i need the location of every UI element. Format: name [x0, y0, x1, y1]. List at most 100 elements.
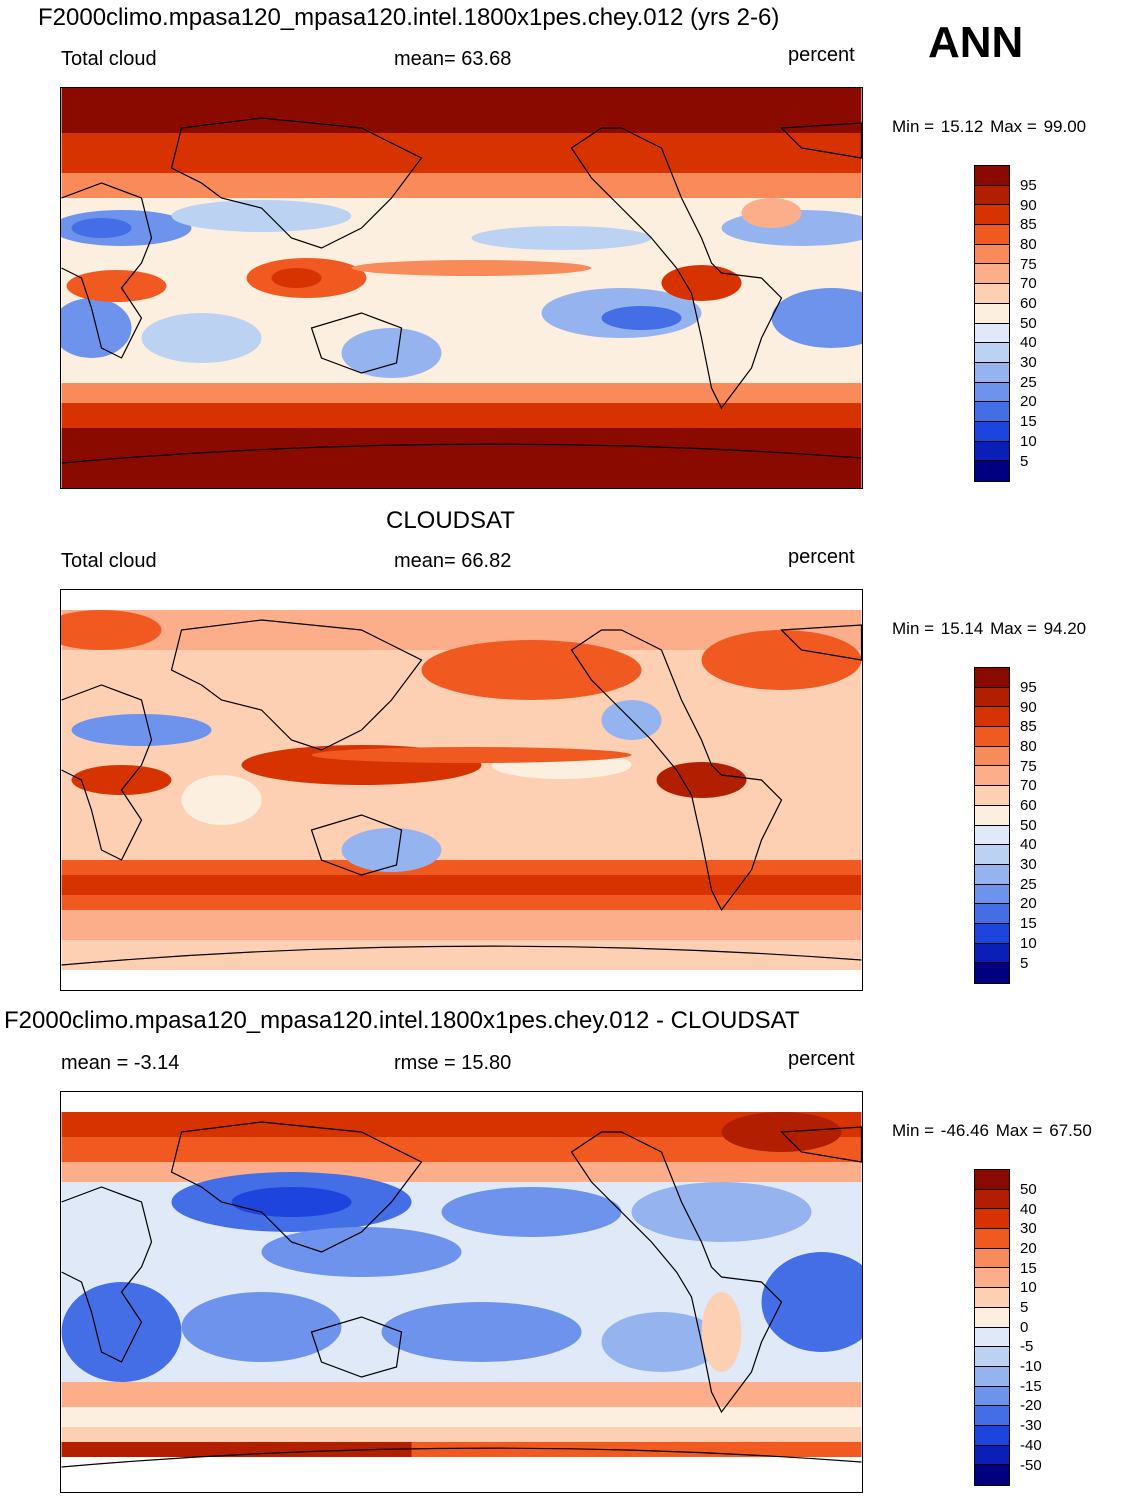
panel1-minmax: Min = 15.12 Max = 99.00 — [892, 117, 1088, 137]
colorbar-swatch — [975, 244, 1009, 265]
panel3-left-label: mean = -3.14 — [61, 1052, 180, 1074]
colorbar-swatch — [975, 687, 1009, 708]
panel3-colorbar-label: 10 — [1020, 1279, 1037, 1296]
panel2-colorbar-label: 90 — [1020, 699, 1037, 716]
panel2-units-label: percent — [788, 546, 855, 568]
panel1-colorbar-label: 50 — [1020, 315, 1037, 332]
colorbar-swatch — [975, 1386, 1009, 1407]
panel1-colorbar-label: 20 — [1020, 393, 1037, 410]
panel2-colorbar-label: 10 — [1020, 935, 1037, 952]
panel2-colorbar-label: 80 — [1020, 738, 1037, 755]
panel3-colorbar-label: 15 — [1020, 1260, 1037, 1277]
colorbar-swatch — [975, 1425, 1009, 1446]
colorbar-swatch — [975, 343, 1009, 363]
panel3-max-label: Max = — [995, 1121, 1043, 1140]
panel3-colorbar-label: 30 — [1020, 1220, 1037, 1237]
panel3-colorbar-label: -50 — [1020, 1457, 1042, 1474]
colorbar-swatch — [975, 264, 1009, 285]
panel1-colorbar-label: 60 — [1020, 295, 1037, 312]
panel3-min-label: Min = — [892, 1121, 935, 1140]
colorbar-swatch — [975, 1268, 1009, 1289]
colorbar-swatch — [975, 1366, 1009, 1387]
panel3-map — [60, 1091, 863, 1493]
panel1-colorbar-label: 10 — [1020, 433, 1037, 450]
panel2-colorbar-label: 95 — [1020, 679, 1037, 696]
panel1-min-label: Min = — [892, 117, 935, 136]
colorbar-swatch — [975, 1327, 1009, 1348]
panel1-map — [60, 87, 863, 489]
panel3-colorbar-label: -5 — [1020, 1338, 1034, 1355]
colorbar-swatch — [975, 1307, 1009, 1328]
colorbar-swatch — [975, 668, 1009, 688]
panel1-colorbar-label: 95 — [1020, 177, 1037, 194]
panel2-min-label: Min = — [892, 619, 935, 638]
panel2-colorbar-label: 75 — [1020, 758, 1037, 775]
panel2-min-value: 15.14 — [940, 619, 984, 638]
colorbar-swatch — [975, 284, 1009, 304]
panel2-colorbar-label: 70 — [1020, 777, 1037, 794]
colorbar-swatch — [975, 1347, 1009, 1367]
colorbar-swatch — [975, 205, 1009, 226]
colorbar-swatch — [975, 707, 1009, 728]
colorbar-swatch — [975, 1406, 1009, 1426]
colorbar-swatch — [975, 943, 1009, 964]
colorbar-swatch — [975, 1445, 1009, 1466]
colorbar-swatch — [975, 1288, 1009, 1308]
panel3-colorbar — [974, 1169, 1010, 1486]
panel2-minmax: Min = 15.14 Max = 94.20 — [892, 619, 1088, 639]
colorbar-swatch — [975, 766, 1009, 787]
colorbar-swatch — [975, 825, 1009, 846]
panel1-units-label: percent — [788, 44, 855, 66]
panel2-colorbar-label: 5 — [1020, 955, 1029, 972]
panel1-max-value: 99.00 — [1043, 117, 1087, 136]
colorbar-swatch — [975, 303, 1009, 324]
panel3-colorbar-label: 40 — [1020, 1201, 1037, 1218]
panel2-colorbar-label: 50 — [1020, 817, 1037, 834]
colorbar-swatch — [975, 845, 1009, 865]
panel1-colorbar-label: 90 — [1020, 197, 1037, 214]
panel2-map — [60, 589, 863, 991]
panel3-min-value: -46.46 — [940, 1121, 989, 1140]
panel3-colorbar-label: -20 — [1020, 1397, 1042, 1414]
panel2-title: CLOUDSAT — [386, 507, 515, 534]
panel3-colorbar-label: -10 — [1020, 1358, 1042, 1375]
panel2-colorbar-label: 25 — [1020, 876, 1037, 893]
panel3-colorbar-label: -30 — [1020, 1417, 1042, 1434]
panel2-colorbar — [974, 667, 1010, 984]
colorbar-swatch — [975, 402, 1009, 422]
panel1-left-label: Total cloud — [61, 48, 157, 70]
world-map-icon — [61, 590, 862, 990]
panel2-colorbar-label: 60 — [1020, 797, 1037, 814]
panel3-units-label: percent — [788, 1048, 855, 1070]
panel1-colorbar-label: 75 — [1020, 256, 1037, 273]
panel1-colorbar-label: 80 — [1020, 236, 1037, 253]
colorbar-swatch — [975, 461, 1009, 481]
panel2-max-label: Max = — [990, 619, 1037, 638]
panel2-left-label: Total cloud — [61, 550, 157, 572]
colorbar-swatch — [975, 362, 1009, 383]
panel3-colorbar-label: -40 — [1020, 1437, 1042, 1454]
colorbar-swatch — [975, 786, 1009, 806]
panel1-min-value: 15.12 — [940, 117, 984, 136]
colorbar-swatch — [975, 923, 1009, 944]
colorbar-swatch — [975, 1229, 1009, 1249]
panel2-colorbar-label: 20 — [1020, 895, 1037, 912]
colorbar-swatch — [975, 1189, 1009, 1210]
colorbar-swatch — [975, 884, 1009, 905]
panel1-colorbar-label: 30 — [1020, 354, 1037, 371]
panel1-colorbar — [974, 165, 1010, 482]
panel2-colorbar-label: 85 — [1020, 718, 1037, 735]
colorbar-swatch — [975, 1209, 1009, 1230]
colorbar-swatch — [975, 421, 1009, 442]
panel2-colorbar-label: 30 — [1020, 856, 1037, 873]
colorbar-swatch — [975, 963, 1009, 983]
panel1-colorbar-label: 70 — [1020, 275, 1037, 292]
colorbar-swatch — [975, 1248, 1009, 1269]
panel3-colorbar-label: 50 — [1020, 1181, 1037, 1198]
colorbar-swatch — [975, 1170, 1009, 1190]
panel2-colorbar-label: 15 — [1020, 915, 1037, 932]
panel3-max-value: 67.50 — [1049, 1121, 1092, 1140]
panel3-colorbar-label: 0 — [1020, 1319, 1029, 1336]
panel1-colorbar-label: 25 — [1020, 374, 1037, 391]
panel3-title: F2000climo.mpasa120_mpasa120.intel.1800x… — [4, 1007, 800, 1034]
